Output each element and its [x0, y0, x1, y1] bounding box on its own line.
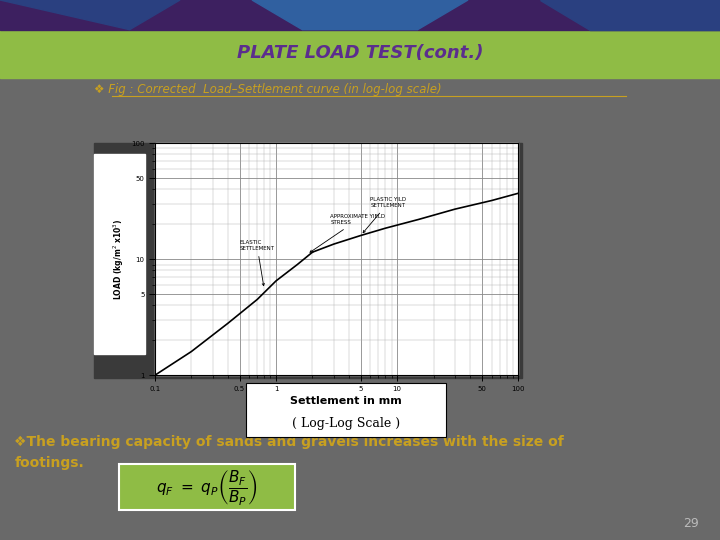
- Polygon shape: [252, 0, 468, 30]
- FancyBboxPatch shape: [119, 464, 295, 510]
- Text: Settlement in mm: Settlement in mm: [290, 396, 402, 406]
- Text: ( Log-Log Scale ): ( Log-Log Scale ): [292, 417, 400, 430]
- Bar: [0, 0, 720, 30]
- Polygon shape: [0, 0, 180, 30]
- Text: 29: 29: [683, 517, 698, 530]
- Text: ❖The bearing capacity of sands and gravels increases with the size of: ❖The bearing capacity of sands and grave…: [14, 435, 564, 449]
- Bar: [0, 29, 720, 78]
- Bar: [94, 154, 145, 354]
- Bar: [94, 143, 522, 378]
- Text: LOAD (kg/m$^{2}$ x10$^{3}$): LOAD (kg/m$^{2}$ x10$^{3}$): [112, 219, 126, 300]
- Text: PLASTIC YILD
SETTLEMENT: PLASTIC YILD SETTLEMENT: [363, 198, 406, 233]
- Text: footings.: footings.: [14, 456, 84, 470]
- Polygon shape: [540, 0, 720, 30]
- Text: PLATE LOAD TEST(cont.): PLATE LOAD TEST(cont.): [237, 44, 483, 63]
- FancyBboxPatch shape: [246, 383, 446, 437]
- Text: $q_F \ = \ q_P \left(\dfrac{B_F}{B_P}\right)$: $q_F \ = \ q_P \left(\dfrac{B_F}{B_P}\ri…: [156, 468, 258, 507]
- Text: ELASTIC
SETTLEMENT: ELASTIC SETTLEMENT: [240, 240, 274, 286]
- Text: APPROXIMATE YIELD
STRESS: APPROXIMATE YIELD STRESS: [310, 214, 385, 252]
- Bar: [155, 143, 518, 375]
- Text: ❖ Fig : Corrected  Load–Settlement curve (in log-log scale): ❖ Fig : Corrected Load–Settlement curve …: [94, 83, 441, 96]
